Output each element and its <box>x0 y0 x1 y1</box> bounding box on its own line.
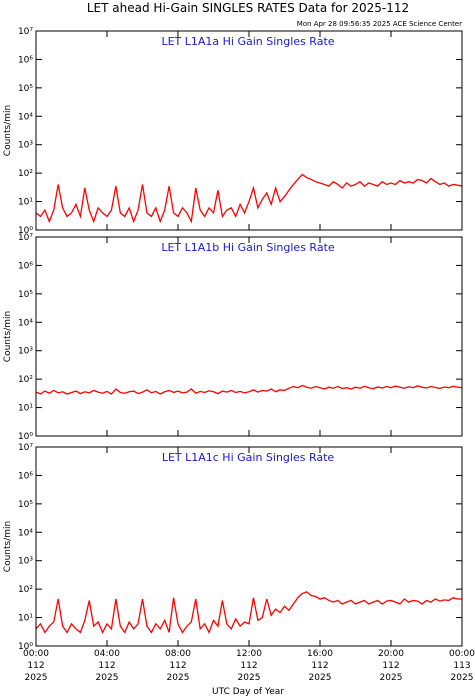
x-tick-label: 20:00 112 2025 <box>378 649 404 683</box>
x-tick-label-line: 00:00 <box>449 649 475 659</box>
panel-frame <box>35 446 463 647</box>
y-axis-label: Counts/min <box>3 105 13 156</box>
x-tick-label-line: 20:00 <box>378 649 404 659</box>
x-tick-label-line: 112 <box>98 661 115 671</box>
x-tick-label: 00:00 113 2025 <box>449 649 475 683</box>
x-tick-label-line: 112 <box>169 661 186 671</box>
y-tick-label: 10¹ <box>18 404 33 414</box>
y-tick-label: 10⁵ <box>18 84 33 94</box>
x-tick-label-line: 112 <box>382 661 399 671</box>
y-tick-label: 10⁷ <box>18 233 33 243</box>
y-tick-label: 10³ <box>18 347 33 357</box>
panel-title: LET L1A1a Hi Gain Singles Rate <box>161 35 334 48</box>
y-tick-label: 10⁶ <box>18 261 33 271</box>
x-tick-label: 04:00 112 2025 <box>94 649 120 683</box>
x-tick-label-line: 08:00 <box>165 649 191 659</box>
y-tick-label: 10⁰ <box>18 226 33 236</box>
x-tick-label-line: 2025 <box>309 673 332 683</box>
y-tick-label: 10⁴ <box>18 318 33 328</box>
x-tick-label-line: 112 <box>27 661 44 671</box>
y-tick-label: 10⁶ <box>18 55 33 65</box>
y-tick-label: 10¹ <box>18 198 33 208</box>
plot-area <box>36 384 462 395</box>
x-tick-label-line: 00:00 <box>23 649 49 659</box>
x-tick-label-line: 2025 <box>451 673 474 683</box>
x-tick-label-line: 2025 <box>96 673 119 683</box>
y-tick-label: 10⁴ <box>18 112 33 122</box>
plot-area <box>36 173 462 224</box>
y-tick-label: 10⁴ <box>18 528 33 538</box>
x-tick-label: 00:00 112 2025 <box>23 649 49 683</box>
x-tick-label-line: 12:00 <box>236 649 262 659</box>
x-tick-label: 12:00 112 2025 <box>236 649 262 683</box>
x-tick-label-line: 2025 <box>167 673 190 683</box>
y-tick-label: 10⁷ <box>18 443 33 453</box>
panel-title: LET L1A1b Hi Gain Singles Rate <box>161 241 335 254</box>
y-tick-label: 10⁷ <box>18 27 33 37</box>
x-tick-label-line: 2025 <box>238 673 261 683</box>
y-tick-label: 10⁰ <box>18 432 33 442</box>
x-tick-label: 16:00 112 2025 <box>307 649 333 683</box>
y-tick-label: 10¹ <box>18 614 33 624</box>
y-tick-label: 10⁰ <box>18 642 33 652</box>
y-tick-label: 10⁶ <box>18 471 33 481</box>
panel-title: LET L1A1c Hi Gain Singles Rate <box>162 451 335 464</box>
x-axis-label: UTC Day of Year <box>212 687 284 697</box>
y-tick-label: 10² <box>18 169 33 179</box>
x-tick-label-line: 04:00 <box>94 649 120 659</box>
y-tick-label: 10⁵ <box>18 290 33 300</box>
panel-frame <box>35 236 463 437</box>
x-tick-label-line: 2025 <box>25 673 48 683</box>
timestamp: Mon Apr 28 09:56:35 2025 ACE Science Cen… <box>297 20 462 28</box>
x-tick-label-line: 112 <box>311 661 328 671</box>
y-tick-label: 10⁵ <box>18 500 33 510</box>
page-title: LET ahead Hi-Gain SINGLES RATES Data for… <box>87 1 409 15</box>
y-tick-label: 10³ <box>18 141 33 151</box>
x-tick-label-line: 112 <box>240 661 257 671</box>
y-tick-label: 10² <box>18 375 33 385</box>
data-line <box>36 591 462 635</box>
y-tick-label: 10³ <box>18 557 33 567</box>
plot-area <box>36 591 462 635</box>
y-axis-label: Counts/min <box>3 311 13 362</box>
x-tick-label-line: 2025 <box>380 673 403 683</box>
data-line <box>36 384 462 395</box>
y-axis-label: Counts/min <box>3 521 13 572</box>
x-tick-label: 08:00 112 2025 <box>165 649 191 683</box>
x-tick-label-line: 16:00 <box>307 649 333 659</box>
y-tick-label: 10² <box>18 585 33 595</box>
data-line <box>36 173 462 224</box>
x-tick-label-line: 113 <box>453 661 470 671</box>
